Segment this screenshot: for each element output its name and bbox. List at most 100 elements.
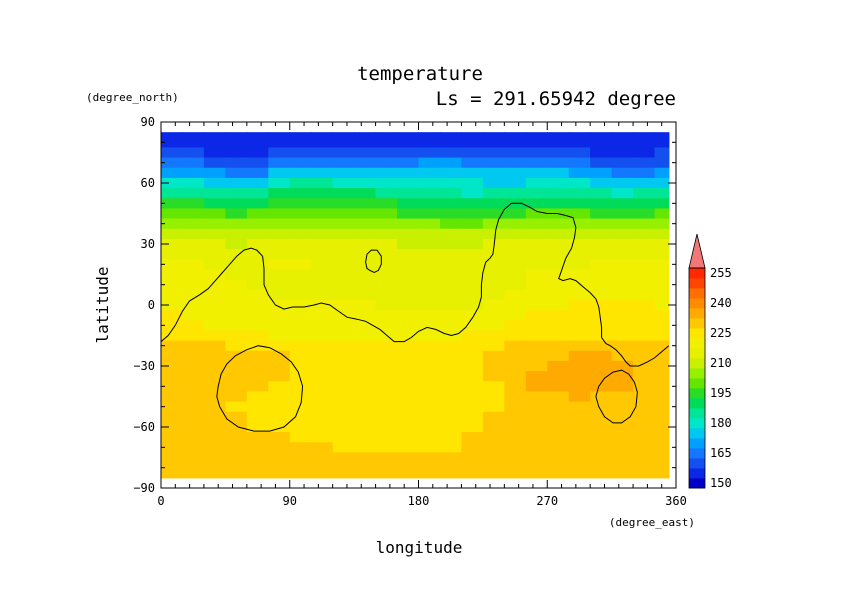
field-cell	[418, 432, 441, 443]
field-cell	[246, 299, 269, 311]
field-cell	[289, 208, 312, 220]
field-cell	[439, 188, 463, 199]
field-cell	[311, 289, 334, 301]
field-cell	[568, 299, 591, 311]
field-cell	[590, 228, 613, 240]
field-cell	[568, 371, 591, 382]
field-cell	[354, 228, 377, 240]
field-cell	[161, 320, 184, 332]
field-cell	[482, 157, 505, 169]
field-cell	[654, 391, 670, 403]
field-cell	[482, 360, 505, 372]
field-cell	[482, 137, 505, 149]
field-cell	[246, 320, 269, 332]
field-cell	[461, 320, 484, 332]
field-cell	[182, 330, 205, 342]
field-cell	[461, 208, 484, 220]
field-cell	[611, 452, 634, 464]
field-cell	[504, 401, 527, 413]
field-cell	[547, 137, 570, 149]
field-cell	[161, 238, 184, 250]
field-cell	[654, 228, 670, 240]
field-cell	[461, 188, 484, 199]
field-cell	[289, 340, 312, 352]
field-cell	[182, 371, 205, 382]
field-cell	[439, 310, 463, 321]
field-cell	[547, 269, 570, 281]
field-cell	[246, 381, 269, 393]
field-cell	[246, 167, 269, 179]
field-cell	[504, 391, 527, 403]
field-cell	[482, 411, 505, 423]
field-cell	[525, 218, 548, 230]
field-cell	[289, 462, 312, 474]
field-cell	[547, 167, 570, 179]
field-cell	[633, 289, 656, 301]
field-cell	[654, 218, 670, 230]
field-cell	[182, 462, 205, 474]
field-cell	[332, 238, 355, 250]
field-cell	[654, 198, 670, 210]
field-cell	[203, 472, 226, 479]
field-cell	[633, 462, 656, 474]
field-cell	[203, 411, 226, 423]
field-cell	[525, 421, 548, 433]
field-cell	[654, 330, 670, 342]
field-cell	[482, 320, 505, 332]
field-cell	[311, 330, 334, 342]
colorbar: 150 165 180 195 210 225 240 255	[688, 233, 732, 490]
field-cell	[439, 442, 463, 454]
field-cell	[225, 137, 248, 149]
field-cell	[439, 218, 463, 230]
field-cell	[418, 208, 441, 220]
field-cell	[246, 391, 269, 403]
field-cell	[182, 421, 205, 433]
field-cell	[654, 310, 670, 321]
field-cell	[225, 381, 248, 393]
y-tick-label: 0	[148, 298, 155, 312]
field-cell	[332, 350, 355, 362]
field-cell	[654, 350, 670, 362]
field-cell	[461, 132, 484, 138]
field-cell	[161, 137, 184, 149]
field-cell	[354, 310, 377, 321]
field-cell	[161, 401, 184, 413]
field-cell	[654, 137, 670, 149]
field-cell	[311, 350, 334, 362]
field-cell	[289, 147, 312, 159]
field-cell	[375, 350, 398, 362]
field-cell	[633, 167, 656, 179]
y-axis-label: latitude	[93, 266, 112, 343]
field-cell	[268, 472, 291, 479]
field-cell	[482, 452, 505, 464]
field-cell	[504, 188, 527, 199]
field-cell	[203, 340, 226, 352]
field-cell	[590, 167, 613, 179]
field-cell	[633, 208, 656, 220]
field-cell	[461, 462, 484, 474]
field-cell	[289, 177, 312, 189]
field-cell	[633, 132, 656, 138]
field-cell	[547, 472, 570, 479]
field-cell	[504, 249, 527, 260]
field-cell	[611, 208, 634, 220]
field-cell	[354, 340, 377, 352]
field-cell	[203, 330, 226, 342]
field-cell	[633, 381, 656, 393]
field-cell	[418, 411, 441, 423]
field-cell	[161, 340, 184, 352]
field-cell	[289, 381, 312, 393]
field-cell	[354, 289, 377, 301]
field-cell	[289, 289, 312, 301]
field-cell	[375, 218, 398, 230]
field-cell	[397, 238, 420, 250]
field-cell	[482, 330, 505, 342]
field-cell	[354, 157, 377, 169]
x-tick-label: 270	[536, 494, 558, 508]
field-cell	[504, 330, 527, 342]
field-cell	[439, 411, 463, 423]
field-cell	[611, 167, 634, 179]
field-cell	[182, 299, 205, 311]
field-cell	[482, 259, 505, 271]
field-cell	[547, 218, 570, 230]
